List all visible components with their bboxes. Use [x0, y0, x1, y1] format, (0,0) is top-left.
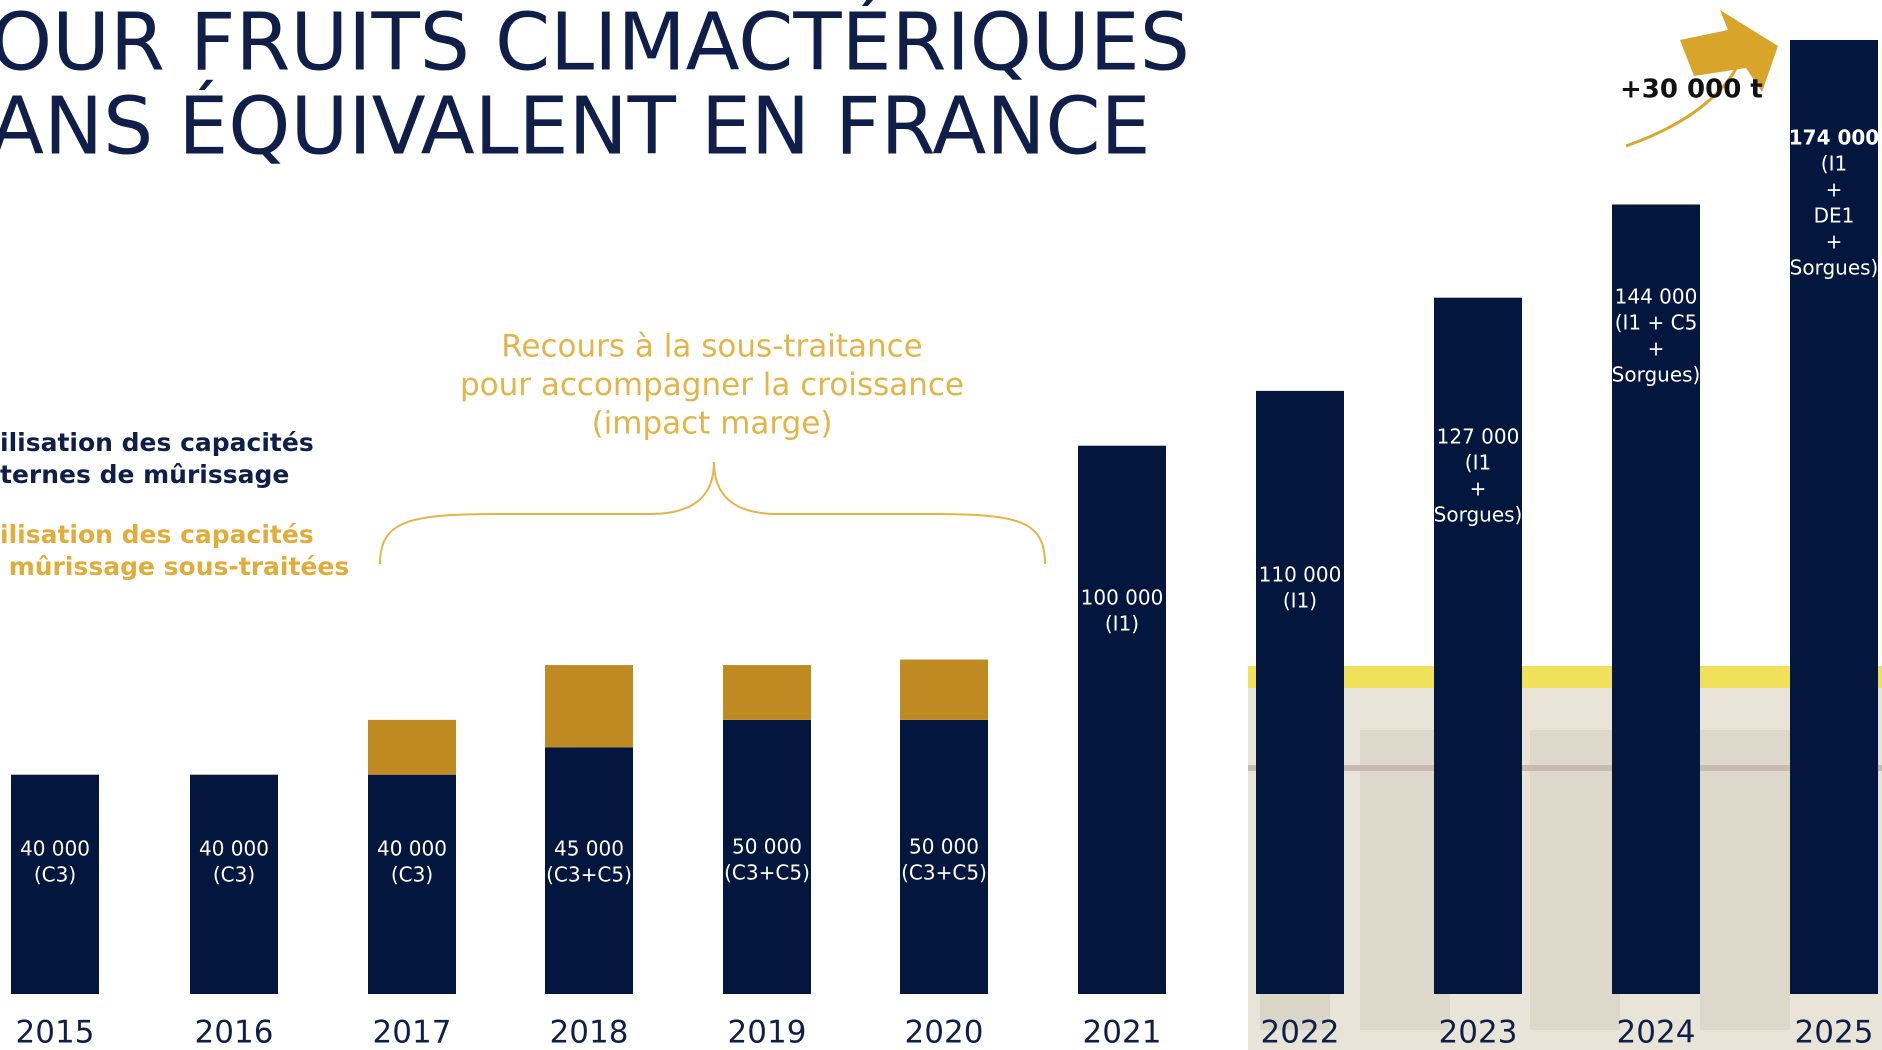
title-line: ANS ÉQUIVALENT EN FRANCE — [0, 80, 1151, 172]
bar-segment — [11, 774, 99, 994]
site-label: Sorgues) — [1434, 503, 1523, 527]
annotation-line: Recours à la sous-traitance — [501, 329, 922, 365]
site-label: Sorgues) — [1790, 256, 1879, 280]
bar-segment — [1078, 445, 1166, 995]
annotation-line: pour accompagner la croissance — [460, 367, 964, 403]
legend-entry: ilisation des capacités mûrissage sous-t… — [0, 520, 349, 581]
x-tick-label: 2016 — [195, 1015, 274, 1050]
x-tick-label: 2019 — [728, 1015, 807, 1050]
bar-segment — [900, 719, 988, 994]
value-label: 110 000 — [1259, 563, 1342, 587]
x-tick-label: 2022 — [1261, 1015, 1340, 1050]
bar-segment — [368, 719, 456, 775]
site-label: (C3+C5) — [546, 863, 632, 887]
bar-segment — [190, 774, 278, 994]
x-tick-label: 2015 — [16, 1015, 95, 1050]
bar-segment — [723, 719, 811, 994]
x-tick-label: 2017 — [373, 1015, 452, 1050]
site-label: (C3) — [391, 863, 433, 887]
x-tick-label: 2018 — [550, 1015, 629, 1050]
site-label: (I1 + C5 — [1615, 311, 1698, 335]
x-tick-label: 2025 — [1795, 1015, 1874, 1050]
x-tick-label: 2020 — [905, 1015, 984, 1050]
legend-line: ilisation des capacités — [0, 520, 314, 549]
site-label: (C3) — [213, 863, 255, 887]
site-label: DE1 — [1814, 204, 1855, 228]
bar-segment — [368, 774, 456, 994]
value-label: 50 000 — [732, 835, 802, 859]
value-label: 100 000 — [1081, 586, 1164, 610]
value-label: 50 000 — [909, 835, 979, 859]
value-label: 40 000 — [377, 837, 447, 861]
value-label: 127 000 — [1437, 425, 1520, 449]
value-label: 40 000 — [199, 837, 269, 861]
bar-segment — [545, 747, 633, 994]
growth-arrow — [1625, 10, 1778, 148]
site-label: (I1) — [1105, 612, 1139, 636]
legend-line: mûrissage sous-traitées — [0, 552, 349, 581]
bar-segment — [900, 659, 988, 720]
site-label: + — [1470, 477, 1487, 501]
value-label: 144 000 — [1615, 285, 1698, 309]
x-tick-label: 2021 — [1083, 1015, 1162, 1050]
site-label: (I1 — [1465, 451, 1491, 475]
site-label: (C3+C5) — [901, 861, 987, 885]
site-label: + — [1826, 178, 1843, 202]
bar-segment — [1790, 40, 1878, 994]
x-tick-label: 2024 — [1617, 1015, 1696, 1050]
legend-entry: ilisation des capacités ternes de mûrissa… — [0, 428, 314, 489]
value-label: 45 000 — [554, 837, 624, 861]
annotation-line: (impact marge) — [592, 406, 833, 442]
legend-line: ilisation des capacités — [0, 428, 314, 457]
site-label: (I1) — [1283, 589, 1317, 613]
growth-label: +30 000 t — [1620, 75, 1763, 105]
bar-segment — [1434, 297, 1522, 994]
bar-segment — [545, 665, 633, 748]
site-label: + — [1648, 337, 1665, 361]
bar-segment — [1256, 390, 1344, 994]
site-label: (I1 — [1821, 152, 1847, 176]
title-line: OUR FRUITS CLIMACTÉRIQUES — [0, 0, 1190, 88]
site-label: (C3) — [34, 863, 76, 887]
site-label: (C3+C5) — [724, 861, 810, 885]
value-label: 174 000 — [1789, 126, 1879, 150]
brace — [379, 461, 1046, 565]
value-label: 40 000 — [20, 837, 90, 861]
site-label: Sorgues) — [1612, 363, 1701, 387]
site-label: + — [1826, 230, 1843, 254]
bar-segment — [723, 665, 811, 720]
x-tick-label: 2023 — [1439, 1015, 1518, 1050]
bar-segment — [1612, 204, 1700, 994]
legend-line: ternes de mûrissage — [0, 460, 289, 489]
